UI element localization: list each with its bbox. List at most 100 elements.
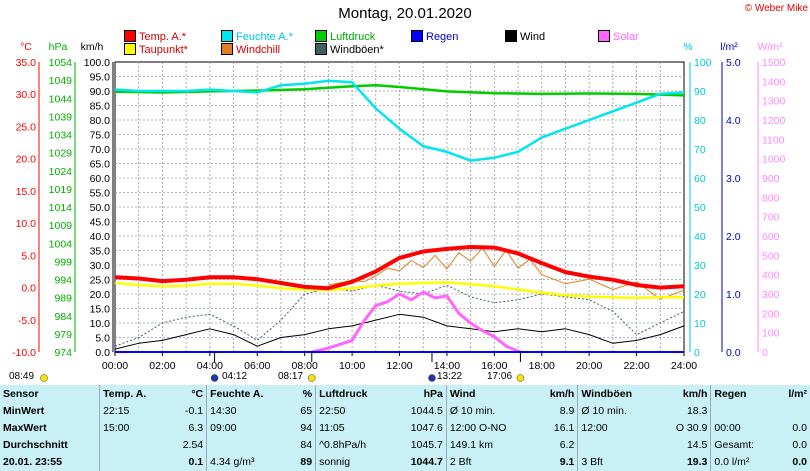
table-cell: 16.1 bbox=[553, 421, 575, 434]
col-rain-unit: l/m² bbox=[788, 387, 807, 400]
y-tick-label-temp_c: 10.0 bbox=[16, 218, 37, 230]
table-row: Durchschnitt 2.54 84 ^0.8hPa/h 1045.7 149.1 k… bbox=[0, 436, 810, 454]
y-tick-label-solar_wm2: 500 bbox=[762, 250, 780, 262]
table-cell: Gesamt: bbox=[710, 436, 776, 454]
series-windchill bbox=[328, 247, 685, 300]
y-tick-label-wind_kmh: 90.0 bbox=[90, 86, 111, 98]
series-wind bbox=[114, 313, 685, 350]
y-tick-label-wind_kmh: 10.0 bbox=[90, 318, 111, 330]
table-cell: 2 Bft bbox=[445, 453, 535, 471]
y-tick-label-wind_kmh: 25.0 bbox=[90, 275, 111, 287]
y-tick-label-wind_kmh: 5.0 bbox=[95, 333, 110, 345]
y-tick-label-pressure_hpa: 1039 bbox=[49, 111, 73, 123]
legend-item: Windchill bbox=[221, 43, 280, 56]
col-wind-unit: km/h bbox=[549, 387, 575, 400]
legend-label: Temp. A.* bbox=[139, 31, 187, 43]
x-tick-label: 04:00 bbox=[197, 360, 223, 372]
table-cell: 6.2 bbox=[559, 439, 575, 452]
sun-moon-icon bbox=[210, 374, 219, 382]
table-cell: sonnig bbox=[315, 453, 393, 471]
chart-series bbox=[40, 79, 685, 382]
y-tick-label-solar_wm2: 1500 bbox=[762, 57, 786, 69]
table-cell: 12:00 bbox=[577, 419, 658, 437]
y-tick-label-pressure_hpa: 994 bbox=[54, 275, 72, 287]
table-cell: 1044.7 bbox=[410, 456, 443, 469]
y-tick-label-pressure_hpa: 1054 bbox=[49, 57, 73, 69]
y-tick-label-solar_wm2: 200 bbox=[762, 308, 780, 320]
y-tick-label-temp_c: 30.0 bbox=[16, 89, 37, 101]
table-cell: 9.1 bbox=[559, 456, 575, 469]
legend-item: Taupunkt* bbox=[124, 43, 188, 56]
table-cell: 18.3 bbox=[686, 404, 708, 417]
axis-label-rain_lm2: l/m² bbox=[720, 41, 738, 53]
stats-table: Sensor Temp. A. °C Feuchte A. % Luftdruc… bbox=[0, 385, 810, 471]
y-tick-label-solar_wm2: 700 bbox=[762, 212, 780, 224]
y-tick-label-rain_lm2: 0.0 bbox=[726, 347, 741, 359]
table-cell: 6.3 bbox=[188, 421, 204, 434]
y-tick-label-wind_kmh: 85.0 bbox=[90, 101, 111, 113]
y-tick-label-wind_kmh: 100.0 bbox=[84, 57, 110, 69]
legend-swatch bbox=[598, 30, 610, 42]
y-tick-label-wind_kmh: 0.0 bbox=[95, 347, 110, 359]
x-tick-label: 22:00 bbox=[623, 360, 649, 372]
legend-swatch bbox=[411, 30, 423, 42]
col-gust: Windböen bbox=[577, 385, 658, 403]
table-cell bbox=[710, 402, 776, 420]
col-hum-unit: % bbox=[302, 387, 313, 400]
chart-title: Montag, 20.01.2020 bbox=[338, 5, 472, 22]
y-tick-label-humidity_pct: 80 bbox=[694, 115, 706, 127]
y-tick-label-solar_wm2: 100 bbox=[762, 328, 780, 340]
legend-label: Windchill bbox=[236, 44, 281, 56]
table-cell bbox=[99, 453, 169, 471]
y-tick-label-humidity_pct: 30 bbox=[694, 260, 706, 272]
table-cell: 8.9 bbox=[559, 404, 575, 417]
col-sensor: Sensor bbox=[3, 387, 39, 400]
table-cell: Ø 10 min. bbox=[577, 402, 658, 420]
y-tick-label-pressure_hpa: 1019 bbox=[49, 184, 73, 196]
table-cell: 3 Bft bbox=[577, 453, 658, 471]
col-press: Luftdruck bbox=[315, 385, 393, 403]
y-tick-label-temp_c: 25.0 bbox=[16, 121, 37, 133]
sunrise-time: 08:17 bbox=[278, 371, 304, 382]
table-cell: 22:50 bbox=[315, 402, 393, 420]
legend-item: Regen bbox=[411, 30, 458, 43]
col-rain: Regen bbox=[710, 385, 776, 403]
table-row: MinWert 22:15 -0.1 14:30 65 22:50 1044.5 Ø 10 m… bbox=[0, 402, 810, 420]
table-cell: 1044.5 bbox=[410, 404, 443, 417]
y-tick-label-pressure_hpa: 989 bbox=[54, 293, 72, 305]
table-cell: ^0.8hPa/h bbox=[315, 436, 393, 454]
y-tick-label-wind_kmh: 40.0 bbox=[90, 231, 111, 243]
y-tick-label-rain_lm2: 1.0 bbox=[726, 289, 741, 301]
table-cell: 0.0 bbox=[792, 439, 807, 452]
table-cell: 149.1 km bbox=[445, 436, 535, 454]
legend-swatch bbox=[221, 30, 233, 42]
y-tick-label-wind_kmh: 50.0 bbox=[90, 202, 111, 214]
y-tick-label-pressure_hpa: 979 bbox=[54, 329, 72, 341]
sun-moon-icon bbox=[428, 374, 436, 382]
y-tick-label-solar_wm2: 1000 bbox=[762, 154, 786, 166]
y-tick-label-wind_kmh: 65.0 bbox=[90, 159, 111, 171]
x-tick-label: 12:00 bbox=[386, 360, 412, 372]
y-tick-label-solar_wm2: 800 bbox=[762, 192, 780, 204]
sun-icon bbox=[40, 374, 48, 382]
y-tick-label-temp_c: 20.0 bbox=[16, 154, 37, 166]
legend-label: Wind bbox=[520, 31, 546, 43]
table-cell: 19.3 bbox=[686, 456, 708, 469]
y-tick-label-solar_wm2: 1400 bbox=[762, 76, 786, 88]
table-row-label: Durchschnitt bbox=[3, 439, 68, 452]
table-cell: 84 bbox=[300, 439, 313, 452]
series-taupunkt bbox=[114, 281, 684, 300]
y-tick-label-pressure_hpa: 974 bbox=[54, 347, 72, 359]
legend-label: Taupunkt* bbox=[139, 44, 188, 56]
y-tick-label-wind_kmh: 75.0 bbox=[90, 130, 111, 142]
y-tick-label-temp_c: 15.0 bbox=[16, 186, 37, 198]
table-cell: 89 bbox=[300, 456, 313, 469]
y-tick-label-solar_wm2: 1100 bbox=[762, 134, 785, 146]
legend-label: Regen bbox=[426, 31, 459, 43]
y-tick-label-solar_wm2: 1200 bbox=[762, 115, 786, 127]
table-cell: O 30.9 bbox=[675, 421, 708, 434]
legend-item: Temp. A.* bbox=[124, 30, 186, 43]
table-cell: 94 bbox=[300, 421, 313, 434]
y-tick-label-temp_c: 0.0 bbox=[21, 283, 36, 295]
y-tick-label-rain_lm2: 5.0 bbox=[726, 57, 741, 69]
